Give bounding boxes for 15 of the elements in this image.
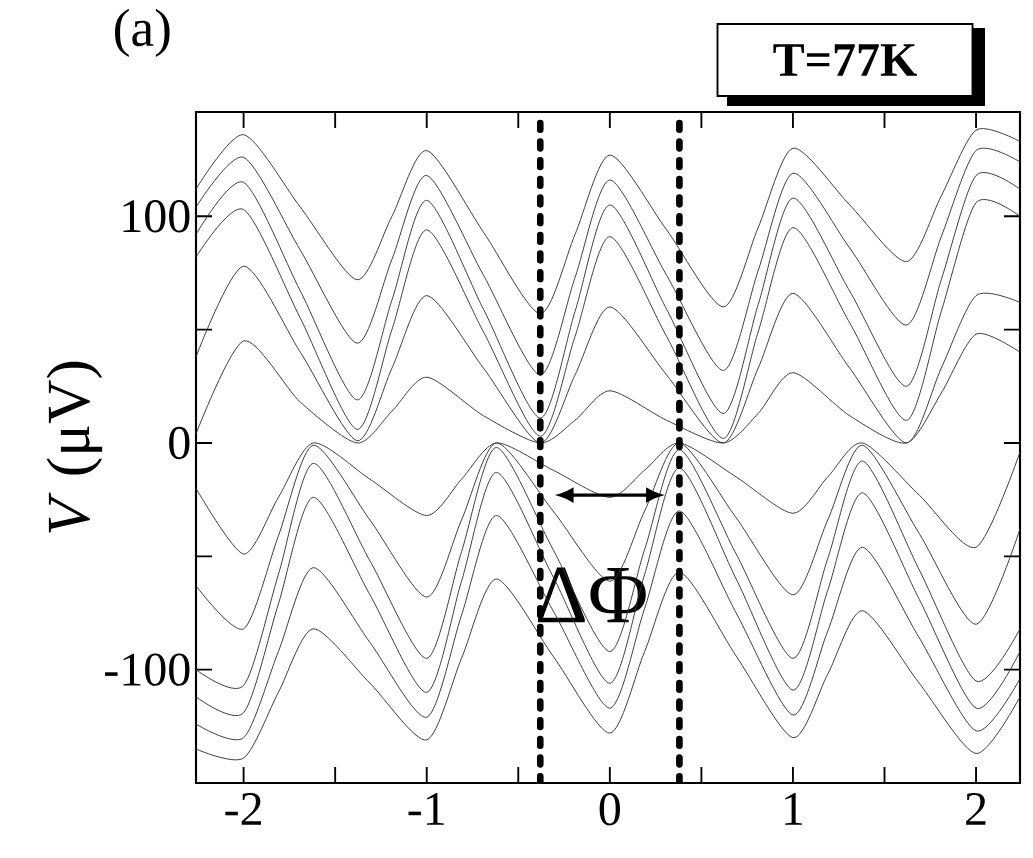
y-tick-label: 100: [123, 200, 190, 233]
x-tick-label: 1: [785, 793, 803, 825]
line-series: [196, 129, 1020, 315]
line-series: [196, 265, 1020, 444]
x-tick-label: -1: [408, 793, 444, 825]
line-series: [196, 442, 1020, 630]
y-axis-title: V (μV): [46, 361, 103, 533]
line-series: [196, 510, 1020, 740]
x-tick-label: 0: [599, 793, 620, 826]
text: T=77K: [773, 44, 917, 76]
y-tick-label: -100: [105, 653, 190, 686]
x-tick-label: -2: [225, 793, 261, 825]
y-tick-label: 0: [169, 426, 190, 460]
x-tick-label: 2: [966, 793, 986, 825]
text: (a): [115, 8, 170, 58]
